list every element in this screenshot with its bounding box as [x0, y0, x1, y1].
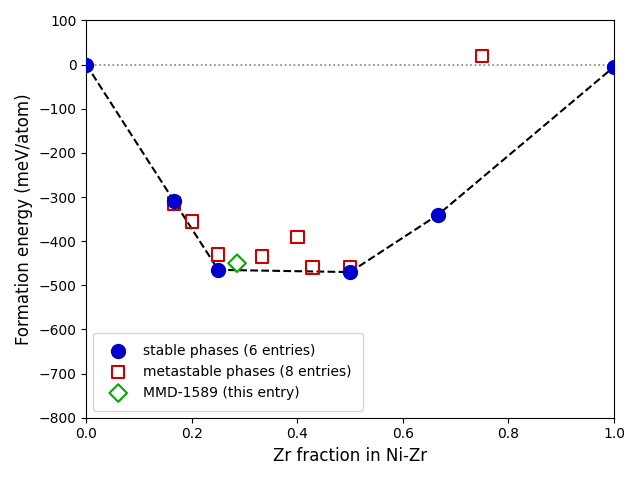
metastable phases (8 entries)	[307, 264, 317, 272]
metastable phases (8 entries)	[477, 52, 487, 60]
MMD-1589 (this entry)	[232, 259, 242, 267]
metastable phases (8 entries)	[292, 233, 303, 240]
stable phases (6 entries)	[213, 266, 223, 274]
Y-axis label: Formation energy (meV/atom): Formation energy (meV/atom)	[15, 93, 33, 345]
metastable phases (8 entries)	[169, 200, 179, 207]
metastable phases (8 entries)	[213, 251, 223, 258]
metastable phases (8 entries)	[345, 264, 355, 272]
metastable phases (8 entries)	[187, 217, 197, 225]
X-axis label: Zr fraction in Ni-Zr: Zr fraction in Ni-Zr	[273, 447, 428, 465]
stable phases (6 entries)	[81, 61, 92, 69]
stable phases (6 entries)	[345, 268, 355, 276]
stable phases (6 entries)	[169, 198, 179, 205]
Legend: stable phases (6 entries), metastable phases (8 entries), MMD-1589 (this entry): stable phases (6 entries), metastable ph…	[93, 333, 363, 411]
metastable phases (8 entries)	[257, 253, 267, 261]
stable phases (6 entries)	[609, 63, 619, 71]
stable phases (6 entries)	[433, 211, 444, 218]
